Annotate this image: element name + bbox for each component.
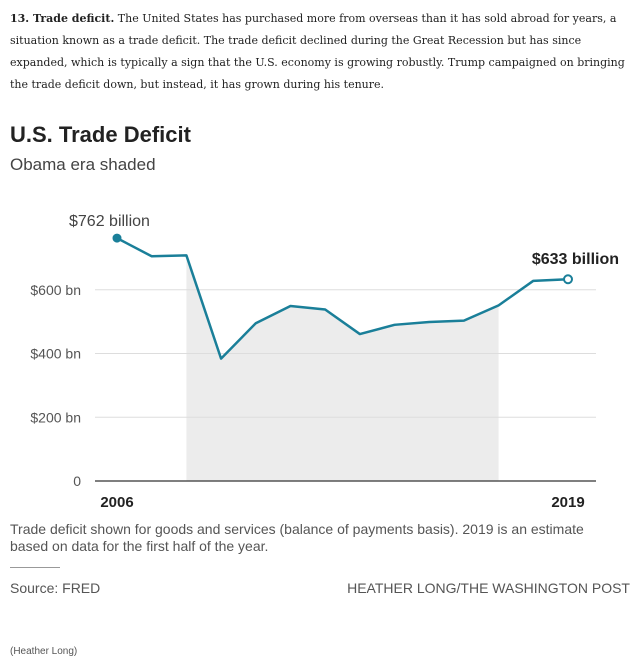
end-point <box>563 274 573 285</box>
y-tick-label: $200 bn <box>30 409 81 425</box>
x-tick-label: 2019 <box>551 494 584 511</box>
chart-subtitle: Obama era shaded <box>10 155 156 174</box>
end-annotation: $633 billion <box>532 251 619 268</box>
credit-text: HEATHER LONG/THE WASHINGTON POST <box>347 580 630 596</box>
intro-paragraph: 13. Trade deficit. The United States has… <box>10 8 630 96</box>
intro-text: The United States has purchased more fro… <box>10 12 625 91</box>
intro-lead: 13. Trade deficit. <box>10 12 115 25</box>
y-tick-label: $400 bn <box>30 346 81 362</box>
y-tick-label: 0 <box>73 473 81 489</box>
footer-divider <box>10 567 60 568</box>
trade-deficit-chart: 0 $200 bn $400 bn $600 bn 2006 2019 $762 bill… <box>30 213 619 511</box>
source-text: Source: FRED <box>10 580 101 596</box>
start-annotation: $762 billion <box>69 213 150 230</box>
y-tick-label: $600 bn <box>30 282 81 298</box>
x-tick-label: 2006 <box>100 494 133 511</box>
chart-title: U.S. Trade Deficit <box>10 122 191 147</box>
photo-credit: (Heather Long) <box>10 646 78 657</box>
start-point <box>112 233 122 243</box>
obama-era-shade <box>186 255 499 481</box>
trade-deficit-line <box>115 236 570 360</box>
chart-note: Trade deficit shown for goods and servic… <box>10 521 584 554</box>
